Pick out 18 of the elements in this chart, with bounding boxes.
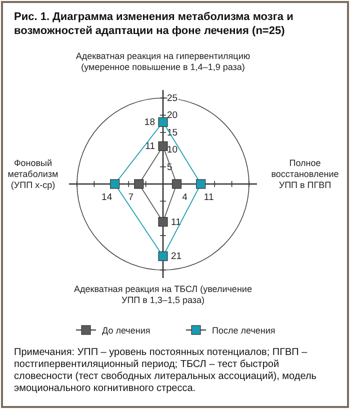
chart-title: Рис. 1. Диаграмма изменения метаболизма мозга и возможностей адаптации на фоне лечения (n=25)	[14, 11, 294, 37]
y-tick-label: 10	[167, 144, 178, 156]
data-label: 11	[145, 141, 155, 152]
data-label: 7	[128, 192, 134, 203]
spoke-label: Адекватная реакция на ТБСЛ (увеличение УПП в 1,3–1,5 раза)	[74, 284, 252, 305]
y-tick-label: 20	[167, 110, 178, 122]
legend-label: До лечения	[102, 326, 150, 336]
data-label: 21	[171, 251, 182, 262]
text: Примечания: УПП – уровень постоянных потенциалов; ПГВП – постгипервентиляционный период; ТБСЛ – тест быстрой словесности (тест свободных литеральных ассоциаций), модель эмоционального когнитивного стресса.	[14, 347, 316, 394]
data-label: 4	[182, 192, 188, 203]
data-label: 14	[102, 192, 112, 203]
data-label: 18	[144, 117, 155, 128]
data-label: 11	[204, 192, 214, 203]
spoke-label: Фоновый метаболизм (УПП x-ср)	[8, 158, 58, 190]
spoke-label: Адекватная реакция на гипервентиляцию (умеренное повышение в 1,4–1,9 раза)	[76, 51, 250, 72]
spoke-label: Полное восстановление УПП в ПГВП	[271, 158, 339, 190]
data-label: 11	[171, 216, 181, 228]
legend-label: После лечения	[212, 326, 276, 336]
